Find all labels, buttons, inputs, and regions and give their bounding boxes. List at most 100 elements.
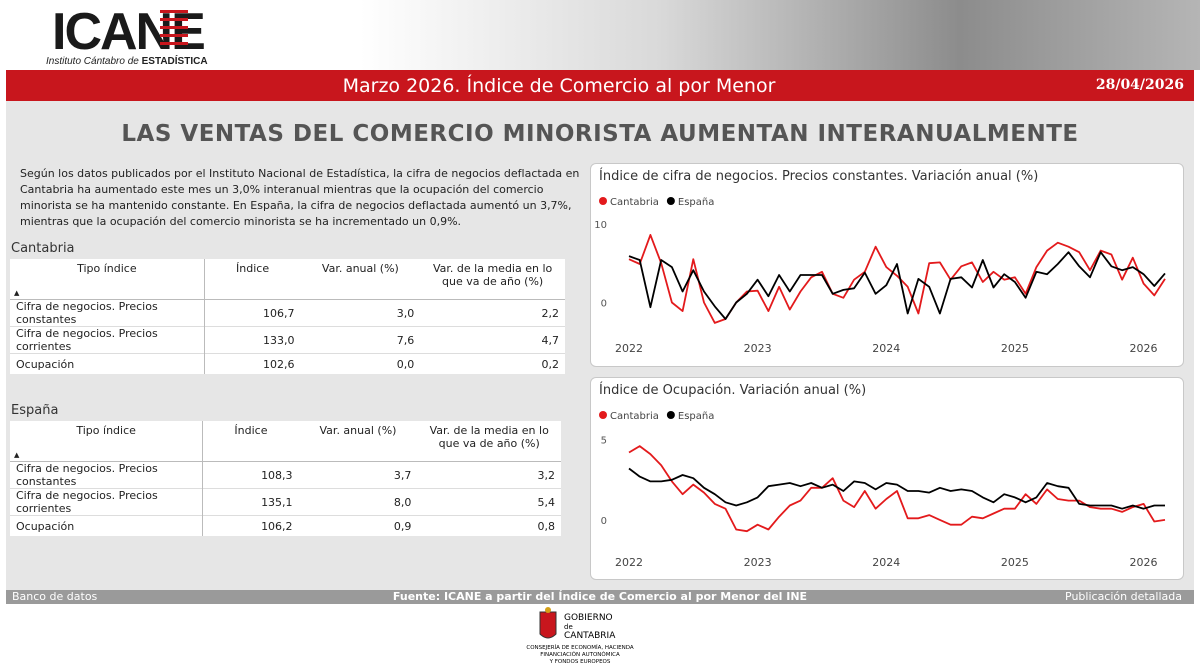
table-cell: 106,2	[202, 515, 299, 536]
table-cell: 0,0	[300, 353, 421, 374]
chart: Índice de cifra de negocios. Precios con…	[594, 168, 1166, 355]
logo-subtitle-text: Instituto Cántabro de	[46, 56, 139, 67]
column-header: Índice	[204, 259, 301, 300]
coat-of-arms	[539, 611, 557, 639]
gov-name: de	[564, 623, 573, 631]
footer: Banco de datos Fuente: ICANE a partir de…	[6, 590, 1194, 604]
table-cell: 3,0	[300, 299, 421, 327]
column-header-text: Índice	[234, 424, 268, 437]
chart-card: Índice de cifra de negocios. Precios con…	[590, 163, 1184, 367]
table-row: Cifra de negocios. Precios corrientes 133…	[10, 326, 565, 354]
table-cell: 8,0	[298, 488, 418, 516]
footer-source: Fuente: ICANE a partir del Índice de Com…	[392, 590, 808, 603]
column-header-text: Tipo índice	[76, 424, 136, 437]
table-cell: Ocupación	[10, 353, 205, 374]
x-tick-label: 2025	[1001, 342, 1029, 355]
table-cell: 0,8	[417, 515, 561, 536]
column-header: Tipo índice ▲	[10, 421, 204, 462]
data-table: Tipo índice ▲ Índice Var. anual (%) Var. de …	[10, 259, 565, 374]
gov-name: GOBIERNO	[564, 613, 613, 623]
table-cell: Ocupación	[10, 515, 204, 536]
report-title: Marzo 2026. Índice de Comercio al por Me…	[342, 75, 776, 97]
table-row: Ocupación 106,2 0,9 0,8	[10, 515, 561, 536]
table-cell: 4,7	[420, 326, 565, 354]
logo-subtitle-bold: ESTADÍSTICA	[141, 56, 208, 67]
gov-name: CANTABRIA	[564, 631, 616, 641]
headline: LAS VENTAS DEL COMERCIO MINORISTA AUMENT…	[121, 121, 1079, 147]
table-cell: 3,2	[417, 461, 561, 489]
table-row: Ocupación 102,6 0,0 0,2	[10, 353, 565, 374]
logo-subtitle: Instituto Cántabro de ESTADÍSTICA	[46, 56, 208, 67]
table-cell: Cifra de negocios. Precios constantes	[10, 461, 204, 489]
column-header-text: Var. anual (%)	[321, 262, 399, 275]
x-tick-label: 2026	[1130, 342, 1158, 355]
legend-label: Cantabria	[610, 197, 659, 208]
table-cell: 7,6	[300, 326, 421, 354]
column-header-text: Var. anual (%)	[319, 424, 397, 437]
department: Y FONDOS EUROPEOS	[549, 659, 611, 665]
series-line	[628, 234, 1166, 324]
table-cell: Cifra de negocios. Precios constantes	[10, 299, 205, 327]
column-header: Var. de la media en lo que va de año (%)	[417, 421, 561, 462]
column-header: Índice	[202, 421, 299, 462]
table-cell: 0,2	[420, 353, 565, 374]
legend-label: España	[678, 411, 714, 422]
table-cell: 2,2	[420, 299, 565, 327]
banner: ICANE Instituto Cántabro de ESTADÍSTICA	[0, 0, 1200, 70]
column-header-text: Var. de la media en lo que va de año (%)	[429, 424, 549, 450]
legend-label: España	[678, 197, 714, 208]
x-tick-label: 2022	[615, 556, 643, 569]
table-cell: 102,6	[204, 353, 301, 374]
x-tick-label: 2022	[615, 342, 643, 355]
department: CONSEJERÍA DE ECONOMÍA, HACIENDA	[526, 644, 633, 651]
x-tick-label: 2023	[744, 556, 772, 569]
sort-arrow: ▲	[14, 289, 20, 297]
table-row: Cifra de negocios. Precios corrientes 135…	[10, 488, 561, 516]
x-tick-label: 2025	[1001, 556, 1029, 569]
logo-stripe	[160, 10, 188, 13]
report-date: 28/04/2026	[1095, 77, 1184, 93]
table-cell: 0,9	[298, 515, 418, 536]
header-row: Tipo índice ▲ Índice Var. anual (%) Var. de …	[10, 259, 565, 300]
y-tick-label: 0	[601, 298, 607, 309]
footer-link[interactable]: Publicación detallada	[1065, 590, 1182, 603]
crown	[545, 607, 551, 613]
chart-title: Índice de Ocupación. Variación anual (%)	[599, 382, 866, 398]
table-title: España	[11, 403, 59, 418]
government-logo: GOBIERNO de CANTABRIA CONSEJERÍA DE ECON…	[526, 607, 634, 665]
x-tick-label: 2024	[872, 556, 900, 569]
y-tick-label: 5	[601, 436, 607, 447]
column-header-text: Tipo índice	[77, 262, 137, 275]
table-cell: 106,7	[204, 299, 301, 327]
footer-link[interactable]: Banco de datos	[12, 590, 98, 603]
column-header: Tipo índice ▲	[10, 259, 205, 300]
chart-card: Índice de Ocupación. Variación anual (%)…	[590, 377, 1184, 580]
table-row: Cifra de negocios. Precios constantes 108…	[10, 461, 561, 489]
column-header-text: Índice	[236, 262, 270, 275]
series-line	[628, 251, 1166, 320]
table-cell: 108,3	[202, 461, 299, 489]
table-cell: 135,1	[202, 488, 299, 516]
logo-stripe	[160, 18, 188, 21]
column-header: Var. anual (%)	[300, 259, 421, 300]
chart-title: Índice de cifra de negocios. Precios con…	[599, 168, 1038, 184]
title-bar: Marzo 2026. Índice de Comercio al por Me…	[6, 70, 1194, 101]
table-cell: Cifra de negocios. Precios corrientes	[10, 488, 204, 516]
legend-marker	[599, 411, 607, 419]
header-row: Tipo índice ▲ Índice Var. anual (%) Var. de …	[10, 421, 561, 462]
table-cell: 133,0	[204, 326, 301, 354]
x-tick-label: 2026	[1130, 556, 1158, 569]
legend-marker	[666, 411, 675, 419]
data-table: Tipo índice ▲ Índice Var. anual (%) Var. de …	[10, 421, 561, 536]
column-header-text: Var. de la media en lo que va de año (%)	[433, 262, 553, 288]
logo-stripe	[160, 26, 188, 29]
logo-stripe	[160, 42, 188, 45]
y-tick-label: 10	[594, 220, 607, 231]
table-row: Cifra de negocios. Precios constantes 106…	[10, 299, 565, 327]
legend-marker	[599, 197, 607, 205]
table-cell: Cifra de negocios. Precios corrientes	[10, 326, 205, 354]
series-line	[628, 467, 1165, 510]
x-tick-label: 2023	[744, 342, 772, 355]
table-cell: 3,7	[298, 461, 418, 489]
